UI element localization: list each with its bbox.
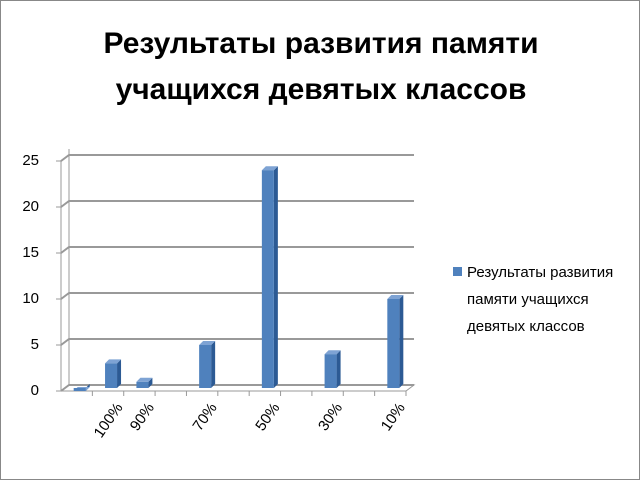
- legend-key: [453, 267, 462, 276]
- y-tick-label: 20: [22, 198, 39, 215]
- grid-line: [60, 292, 414, 300]
- grid-line: [60, 154, 414, 162]
- x-tick-label: 100%: [91, 400, 127, 441]
- y-tick-label: 0: [31, 382, 39, 399]
- y-tick-label: 15: [22, 244, 39, 261]
- bar-side: [148, 377, 153, 388]
- bar-side: [273, 166, 278, 388]
- x-tick-label: 10%: [378, 400, 409, 434]
- bar-top: [199, 341, 216, 345]
- grid-line: [60, 338, 414, 346]
- grid-line: [60, 384, 414, 392]
- chart-title: Результаты развития памяти учащихся девя…: [103, 27, 539, 106]
- bar-top: [387, 295, 404, 299]
- grid-line: [60, 246, 414, 254]
- bar-side: [117, 359, 122, 388]
- y-tick-label: 5: [31, 336, 39, 353]
- bar-side: [336, 350, 341, 388]
- bar-top: [324, 350, 341, 355]
- grid-line: [60, 200, 414, 208]
- x-tick-label: 90%: [127, 400, 158, 434]
- bar: [324, 354, 337, 388]
- bar-side: [211, 341, 216, 388]
- bar: [136, 381, 149, 388]
- x-tick-label: 50%: [252, 400, 283, 434]
- x-tick-label: 30%: [315, 400, 346, 434]
- bar: [261, 170, 274, 388]
- legend-label: Результаты развития памяти учащихся девя…: [467, 264, 614, 335]
- bar-top: [261, 166, 278, 171]
- x-tick-label: 70%: [190, 400, 221, 434]
- bar: [105, 363, 118, 388]
- bar: [73, 388, 86, 391]
- bar-side: [399, 295, 404, 388]
- bar: [387, 299, 400, 388]
- bar-top: [136, 377, 153, 382]
- y-tick-label: 25: [22, 152, 39, 169]
- bar: [199, 345, 212, 388]
- y-tick-label: 10: [22, 290, 39, 307]
- bar-top: [105, 359, 122, 364]
